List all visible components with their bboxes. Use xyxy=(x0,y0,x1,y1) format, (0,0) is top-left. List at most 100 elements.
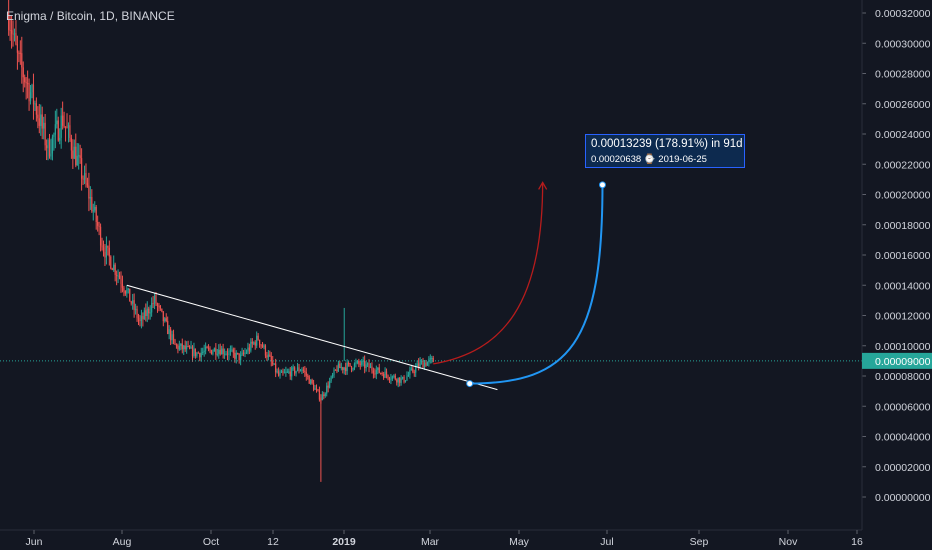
candle-body xyxy=(114,264,116,275)
candle-body xyxy=(193,348,195,357)
price-tick-label: 0.00008000 xyxy=(875,371,931,383)
candle-body xyxy=(365,364,367,369)
candle-body xyxy=(257,335,259,340)
candle-body xyxy=(349,363,351,367)
candle-body xyxy=(181,343,183,350)
candle-body xyxy=(140,316,143,322)
candle-body xyxy=(190,346,192,349)
candle-body xyxy=(231,349,233,351)
candle-body xyxy=(423,362,426,368)
symbol-title[interactable]: Enigma / Bitcoin, 1D, BINANCE xyxy=(6,9,175,23)
projection-path-blue[interactable] xyxy=(469,184,604,385)
candle-body xyxy=(137,318,140,320)
time-tick-label: Sep xyxy=(690,536,709,548)
candle-body xyxy=(342,367,344,370)
current-price-tag[interactable]: 0.00009000 xyxy=(862,352,932,369)
candle-body xyxy=(294,367,296,374)
projection-change-label: 0.00013239 (178.91%) in 91d xyxy=(591,138,743,150)
candle-body xyxy=(326,385,328,394)
candle-body xyxy=(64,126,67,128)
candle-body xyxy=(368,363,370,369)
projection-path-red[interactable] xyxy=(433,182,544,365)
candle-body xyxy=(191,346,194,357)
candle-body xyxy=(32,84,35,105)
candle-body xyxy=(372,370,375,374)
candle-body xyxy=(361,361,363,365)
candle-body xyxy=(142,316,144,320)
candle-body xyxy=(221,348,223,355)
candle-body xyxy=(149,312,151,314)
candle-body xyxy=(148,308,150,314)
candle-body xyxy=(22,67,24,78)
candle-body xyxy=(99,226,102,246)
time-axis[interactable]: Jun Aug Oct 12 2019 Mar May Jul Sep Nov 16 xyxy=(0,529,863,548)
price-tick-label: 0.00012000 xyxy=(875,311,931,323)
candle-body xyxy=(426,361,428,366)
candle-body xyxy=(104,252,106,258)
candle-body xyxy=(384,371,386,378)
candle-body xyxy=(244,352,246,354)
price-tick-label: 0.00006000 xyxy=(875,401,931,413)
candle-body xyxy=(9,29,11,31)
candle-body xyxy=(177,345,179,350)
candle-body xyxy=(50,153,52,157)
candle-body xyxy=(97,221,99,226)
candle-body xyxy=(350,366,353,370)
candle-body xyxy=(91,197,93,212)
candle-body xyxy=(400,378,402,383)
price-axis[interactable]: 0.00032000 0.00030000 0.00028000 0.00026000… xyxy=(861,0,932,530)
candle-body xyxy=(329,381,331,388)
candle-body xyxy=(54,124,56,135)
candle-body xyxy=(321,394,323,401)
candle-body xyxy=(44,122,46,146)
candle-body xyxy=(27,83,29,85)
candle-body xyxy=(37,114,39,119)
candle-body xyxy=(73,146,75,159)
projection-info-box[interactable]: 0.00013239 (178.91%) in 91d 0.00020638 ⌚… xyxy=(585,134,745,168)
candle-body xyxy=(171,334,173,341)
price-tick-label: 0.00002000 xyxy=(875,462,931,474)
candle-body xyxy=(267,354,269,358)
candle-body xyxy=(101,245,103,248)
chart-settings-area[interactable] xyxy=(872,532,932,550)
candle-body xyxy=(310,379,312,384)
candle-body xyxy=(146,308,148,317)
candle-body xyxy=(374,373,376,375)
candle-body xyxy=(113,264,115,271)
candle-body xyxy=(299,370,302,372)
candle-body xyxy=(272,361,274,365)
candle-body xyxy=(70,137,72,151)
candle-body xyxy=(48,139,51,157)
candle-body xyxy=(78,155,80,157)
candle-body xyxy=(188,346,191,349)
candle-body xyxy=(348,362,350,364)
candle-body xyxy=(75,146,77,166)
candle-body xyxy=(289,371,291,377)
candle-body xyxy=(139,319,141,322)
price-tick-label: 0.00004000 xyxy=(875,432,931,444)
trendline[interactable] xyxy=(126,284,498,391)
candle-body xyxy=(292,367,294,369)
candle-body xyxy=(167,320,169,335)
candle-body xyxy=(366,363,369,365)
candle-body xyxy=(253,342,255,344)
candle-body xyxy=(129,288,131,302)
candle-body xyxy=(406,376,408,381)
path-end-handle[interactable] xyxy=(598,181,606,189)
candle-body xyxy=(25,82,27,84)
candle-body xyxy=(393,375,395,377)
candle-body xyxy=(200,352,202,358)
candle-body xyxy=(415,366,417,373)
candle-body xyxy=(364,360,366,369)
candle-body xyxy=(308,376,310,384)
path-start-handle[interactable] xyxy=(466,380,474,388)
candle-body xyxy=(304,370,306,373)
candle-body xyxy=(56,120,58,125)
current-price-tag-label: 0.00009000 xyxy=(875,356,931,368)
candle-body xyxy=(159,305,161,309)
candle-body xyxy=(314,388,316,390)
candle-body xyxy=(16,44,19,53)
candle-body xyxy=(126,290,128,294)
